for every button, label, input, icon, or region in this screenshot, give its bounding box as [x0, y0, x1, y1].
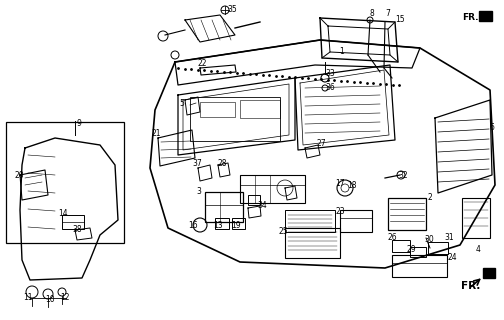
Text: 2: 2 — [427, 193, 432, 202]
Bar — [285, 228, 340, 258]
Text: 28: 28 — [217, 158, 227, 167]
Text: 1: 1 — [340, 47, 344, 57]
Text: 38: 38 — [72, 225, 82, 234]
Text: 5: 5 — [179, 100, 184, 108]
Bar — [190, 97, 280, 141]
Bar — [215, 218, 229, 229]
Bar — [240, 100, 280, 118]
Bar — [6, 122, 124, 243]
Bar — [392, 240, 410, 252]
Text: 32: 32 — [398, 171, 408, 180]
Bar — [205, 192, 243, 222]
Bar — [340, 210, 372, 232]
Text: 18: 18 — [347, 181, 357, 190]
Text: 21: 21 — [151, 129, 161, 138]
Text: 12: 12 — [60, 292, 70, 301]
Text: 20: 20 — [14, 171, 24, 180]
Bar — [232, 218, 245, 229]
Text: 31: 31 — [444, 234, 454, 243]
Bar — [240, 175, 305, 203]
Text: 14: 14 — [58, 209, 68, 218]
Text: FR.: FR. — [461, 281, 480, 292]
Text: 34: 34 — [257, 201, 267, 210]
Text: 11: 11 — [23, 293, 33, 302]
Bar — [483, 268, 495, 278]
Text: 24: 24 — [447, 253, 457, 262]
Text: 33: 33 — [325, 68, 335, 77]
Bar — [479, 11, 492, 21]
Text: 16: 16 — [188, 221, 198, 230]
Text: 37: 37 — [192, 158, 202, 167]
Text: 19: 19 — [231, 221, 241, 230]
Bar — [462, 198, 490, 238]
Text: 25: 25 — [278, 227, 288, 236]
Text: 10: 10 — [45, 295, 55, 305]
Text: 30: 30 — [424, 235, 434, 244]
Bar — [248, 195, 260, 205]
Text: 29: 29 — [406, 244, 416, 253]
Text: 15: 15 — [395, 14, 405, 23]
Text: 26: 26 — [387, 234, 397, 243]
Text: 23: 23 — [335, 206, 345, 215]
Text: 27: 27 — [316, 139, 326, 148]
Text: 35: 35 — [227, 5, 237, 14]
Bar — [392, 255, 447, 277]
Text: 36: 36 — [325, 83, 335, 92]
Bar — [200, 102, 235, 117]
Text: 13: 13 — [213, 221, 223, 230]
Text: 3: 3 — [197, 188, 202, 196]
Text: 9: 9 — [77, 118, 82, 127]
Text: 17: 17 — [335, 179, 345, 188]
Bar — [410, 247, 426, 257]
Text: FR.: FR. — [462, 12, 478, 21]
Bar — [285, 210, 335, 232]
Bar — [388, 198, 426, 230]
Text: 7: 7 — [386, 9, 391, 18]
Text: 6: 6 — [489, 123, 494, 132]
Bar — [428, 242, 448, 254]
Bar — [62, 215, 84, 229]
Text: 8: 8 — [369, 10, 374, 19]
Text: 4: 4 — [476, 244, 480, 253]
Text: 22: 22 — [197, 59, 207, 68]
